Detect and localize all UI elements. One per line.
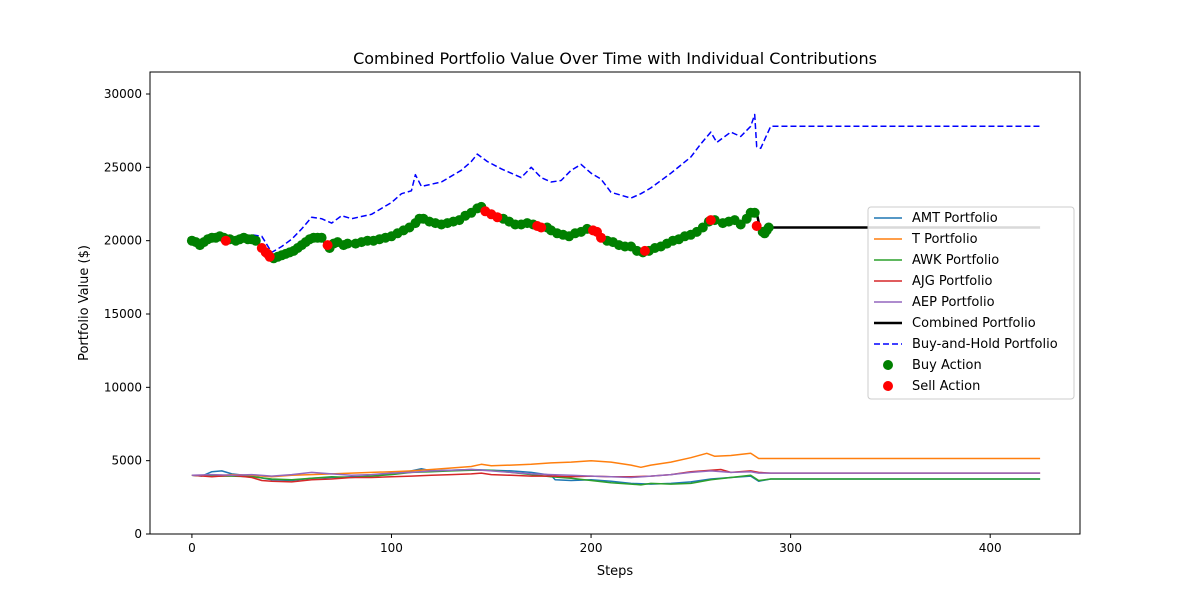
y-tick-label: 25000 — [104, 160, 142, 174]
y-tick-label: 30000 — [104, 87, 142, 101]
buy-action-marker — [763, 222, 774, 233]
sell-action-marker — [492, 212, 503, 223]
x-tick-label: 100 — [380, 541, 403, 555]
legend-label: Buy Action — [912, 358, 982, 373]
buy-action-marker — [316, 232, 327, 243]
sell-action-marker — [751, 221, 762, 231]
x-tick-label: 0 — [188, 541, 196, 555]
legend-label: AJG Portfolio — [912, 274, 992, 289]
axes-frame — [149, 71, 1081, 535]
legend-label: T Portfolio — [911, 232, 978, 247]
sell-action-marker — [220, 235, 231, 246]
y-tick-label: 10000 — [104, 380, 142, 394]
legend-label: AWK Portfolio — [912, 253, 999, 268]
sell-action-marker — [596, 232, 606, 243]
legend-label: Buy-and-Hold Portfolio — [912, 337, 1058, 352]
series-line-t-portfolio — [191, 452, 1041, 478]
legend-label: AEP Portfolio — [912, 295, 995, 310]
x-tick-label: 400 — [979, 541, 1002, 555]
y-tick-label: 0 — [134, 527, 142, 541]
series-line-buy-and-hold-portfolio — [191, 113, 1041, 254]
y-tick-label: 15000 — [104, 307, 142, 321]
sell-action-marker — [264, 251, 275, 262]
series-line-ajg-portfolio — [191, 468, 1041, 483]
x-tick-label: 200 — [580, 541, 603, 555]
legend-box — [867, 206, 1075, 400]
y-tick-label: 5000 — [111, 454, 142, 468]
legend: AMT Portfolio T Portfolio AWK Portfolio AJG… — [867, 206, 1075, 400]
series-line-aep-portfolio — [191, 468, 1041, 479]
x-tick-label: 300 — [779, 541, 802, 555]
legend-marker — [883, 360, 893, 370]
buy-action-marker — [250, 235, 261, 246]
sell-action-marker — [536, 222, 547, 233]
sell-action-marker — [639, 245, 650, 256]
axes: 0 100 200 300 400 0 5000 10000 15000 20000 25000 30… — [104, 71, 1081, 555]
sell-action-marker — [705, 215, 716, 226]
y-tick-label: 20000 — [104, 234, 142, 248]
buy-action-marker — [749, 207, 760, 218]
legend-marker — [883, 381, 893, 391]
legend-label: Sell Action — [912, 379, 980, 394]
sell-action-marker — [322, 240, 333, 251]
x-axis-label: Steps — [597, 564, 634, 579]
legend-label: Combined Portfolio — [912, 316, 1036, 331]
plot-area — [186, 113, 1041, 486]
buy-action-marker — [342, 238, 353, 249]
legend-label: AMT Portfolio — [912, 211, 998, 226]
chart-title: Combined Portfolio Value Over Time with … — [353, 49, 877, 68]
y-axis-label: Portfolio Value ($) — [77, 245, 92, 361]
